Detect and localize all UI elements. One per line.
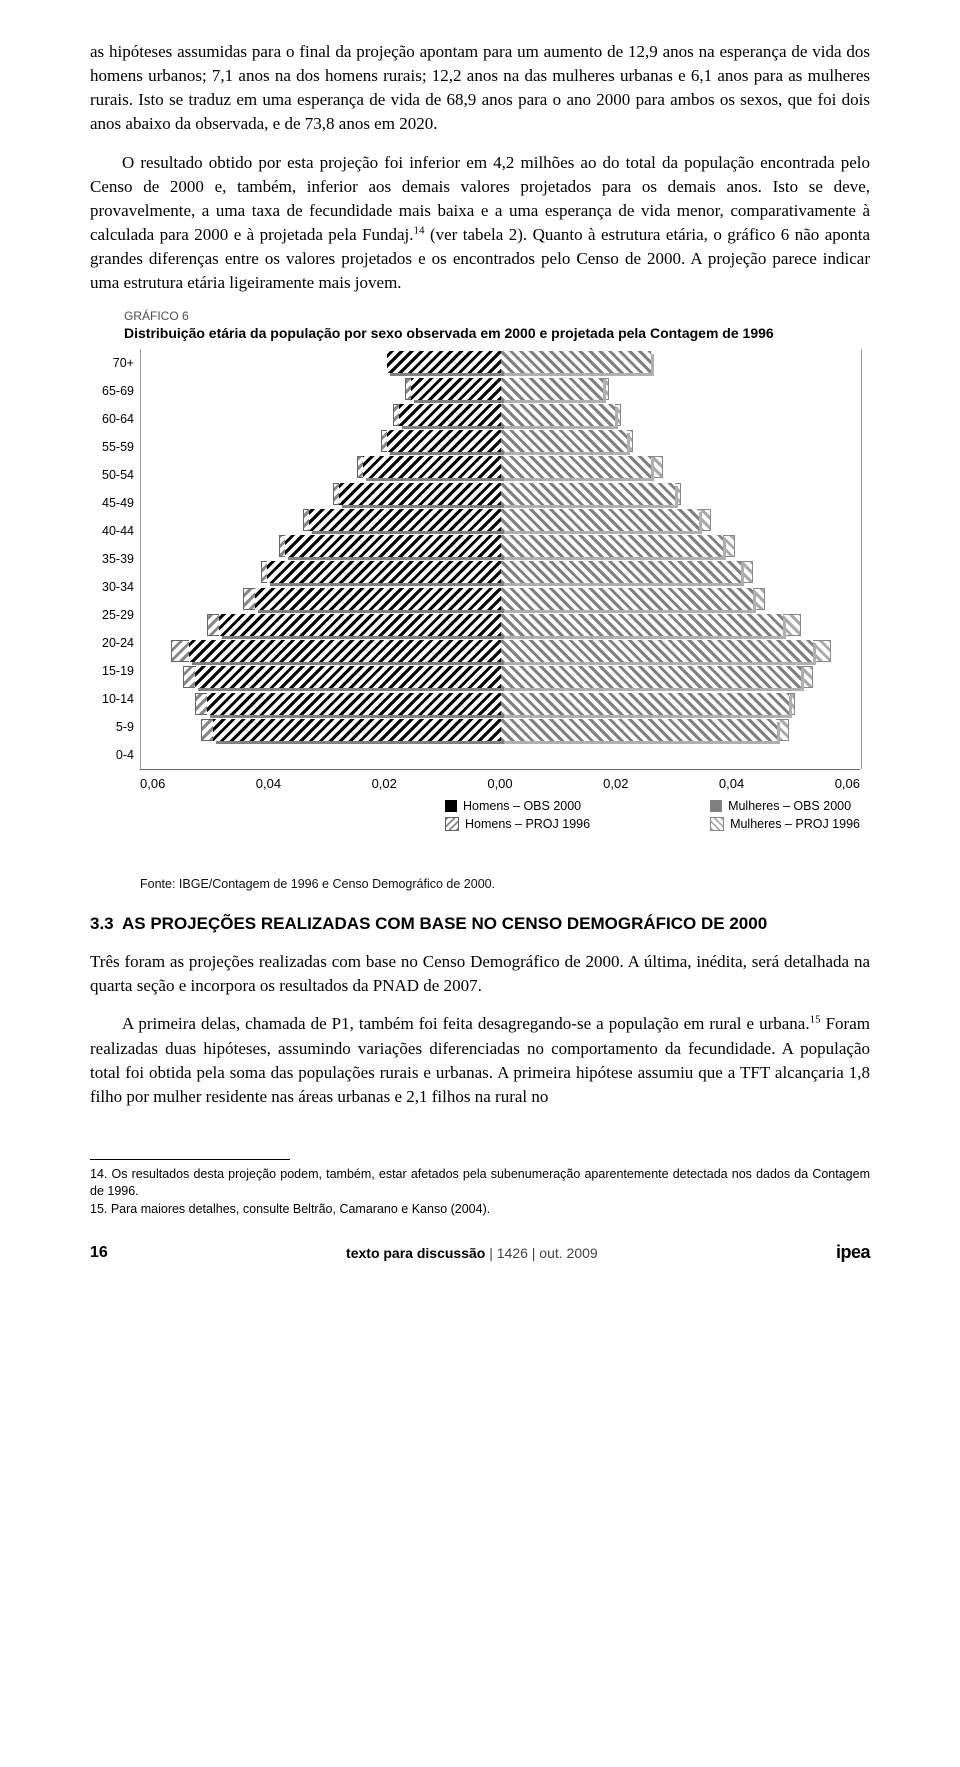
footnote-14: 14. Os resultados desta projeção podem, … xyxy=(90,1166,870,1201)
pyramid-row xyxy=(141,638,861,664)
x-tick-label: 0,06 xyxy=(835,776,860,791)
section-number: 3.3 xyxy=(90,913,122,936)
y-tick-label: 10-14 xyxy=(90,692,134,706)
y-tick-label: 35-39 xyxy=(90,552,134,566)
y-tick-label: 65-69 xyxy=(90,384,134,398)
y-tick-label: 25-29 xyxy=(90,608,134,622)
paragraph-4a: A primeira delas, chamada de P1, também … xyxy=(122,1014,810,1033)
y-tick-label: 20-24 xyxy=(90,636,134,650)
pyramid-row xyxy=(141,559,861,585)
pyramid-row xyxy=(141,691,861,717)
paragraph-1: as hipóteses assumidas para o final da p… xyxy=(90,40,870,137)
pyramid-row xyxy=(141,664,861,690)
section-heading: 3.3 AS PROJEÇÕES REALIZADAS COM BASE NO … xyxy=(90,913,870,936)
page-number: 16 xyxy=(90,1244,108,1262)
y-tick-label: 55-59 xyxy=(90,440,134,454)
x-tick-label: 0,00 xyxy=(487,776,512,791)
population-pyramid-chart: 70+ 65-69 60-64 55-59 50-54 45-49 40-44 35-39 30… xyxy=(90,349,870,869)
pyramid-row xyxy=(141,507,861,533)
legend-homens-obs: Homens – OBS 2000 xyxy=(445,799,590,813)
y-tick-label: 15-19 xyxy=(90,664,134,678)
chart-source: Fonte: IBGE/Contagem de 1996 e Censo Dem… xyxy=(140,877,870,891)
x-tick-label: 0,04 xyxy=(256,776,281,791)
footnotes-rule xyxy=(90,1159,290,1160)
pyramid-row xyxy=(141,717,861,743)
chart-label: GRÁFICO 6 xyxy=(124,309,870,323)
legend: Homens – OBS 2000 Homens – PROJ 1996 Mul… xyxy=(140,799,860,831)
pyramid-row xyxy=(141,481,861,507)
y-tick-label: 30-34 xyxy=(90,580,134,594)
footer-series: texto para discussão | 1426 | out. 2009 xyxy=(346,1245,598,1261)
plot-area xyxy=(140,349,862,769)
page-footer: 16 texto para discussão | 1426 | out. 20… xyxy=(90,1242,870,1263)
legend-mulheres-obs: Mulheres – OBS 2000 xyxy=(710,799,860,813)
pyramid-row xyxy=(141,376,861,402)
y-axis-labels: 70+ 65-69 60-64 55-59 50-54 45-49 40-44 35-39 30… xyxy=(90,349,134,769)
x-tick-label: 0,04 xyxy=(719,776,744,791)
pyramid-row xyxy=(141,402,861,428)
paragraph-3: Três foram as projeções realizadas com b… xyxy=(90,950,870,998)
legend-mulheres-proj: Mulheres – PROJ 1996 xyxy=(710,817,860,831)
ipea-logo: ipea xyxy=(836,1242,870,1263)
y-tick-label: 50-54 xyxy=(90,468,134,482)
footnotes: 14. Os resultados desta projeção podem, … xyxy=(90,1166,870,1219)
pyramid-row xyxy=(141,454,861,480)
y-tick-label: 0-4 xyxy=(90,748,134,762)
footnote-ref-14: 14 xyxy=(414,224,425,236)
y-tick-label: 40-44 xyxy=(90,524,134,538)
pyramid-row xyxy=(141,533,861,559)
y-tick-label: 60-64 xyxy=(90,412,134,426)
y-tick-label: 5-9 xyxy=(90,720,134,734)
x-tick-label: 0,02 xyxy=(603,776,628,791)
pyramid-row xyxy=(141,586,861,612)
pyramid-row xyxy=(141,612,861,638)
y-tick-label: 45-49 xyxy=(90,496,134,510)
section-title: AS PROJEÇÕES REALIZADAS COM BASE NO CENS… xyxy=(122,913,767,936)
paragraph-2: O resultado obtido por esta projeção foi… xyxy=(90,151,870,296)
x-tick-label: 0,06 xyxy=(140,776,165,791)
footnote-ref-15: 15 xyxy=(810,1014,821,1026)
footnote-15: 15. Para maiores detalhes, consulte Belt… xyxy=(90,1201,870,1219)
y-tick-label: 70+ xyxy=(90,356,134,370)
pyramid-row xyxy=(141,428,861,454)
x-axis-labels: 0,06 0,04 0,02 0,00 0,02 0,04 0,06 xyxy=(140,769,860,791)
pyramid-row xyxy=(141,349,861,375)
legend-homens-proj: Homens – PROJ 1996 xyxy=(445,817,590,831)
x-tick-label: 0,02 xyxy=(372,776,397,791)
chart-title: Distribuição etária da população por sex… xyxy=(124,325,870,341)
paragraph-4: A primeira delas, chamada de P1, também … xyxy=(90,1012,870,1109)
